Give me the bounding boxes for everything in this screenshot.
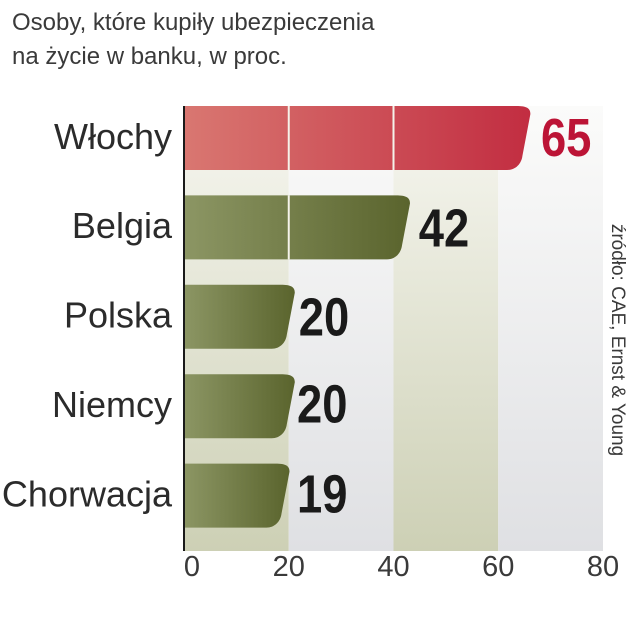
svg-text:20: 20 [299,287,349,348]
svg-text:źródło: CAE, Ernst & Young: źródło: CAE, Ernst & Young [607,224,628,456]
svg-text:Niemcy: Niemcy [52,384,172,425]
svg-text:Polska: Polska [64,295,173,336]
svg-text:0: 0 [184,551,200,583]
svg-text:19: 19 [297,464,347,525]
svg-text:60: 60 [482,551,514,583]
svg-text:65: 65 [541,107,591,168]
svg-text:80: 80 [587,551,619,583]
svg-text:42: 42 [419,198,469,259]
svg-text:Chorwacja: Chorwacja [2,473,173,514]
svg-text:20: 20 [297,374,347,435]
svg-text:Belgia: Belgia [72,205,173,246]
svg-text:Włochy: Włochy [54,116,172,157]
svg-text:40: 40 [377,551,409,583]
svg-text:20: 20 [273,551,305,583]
